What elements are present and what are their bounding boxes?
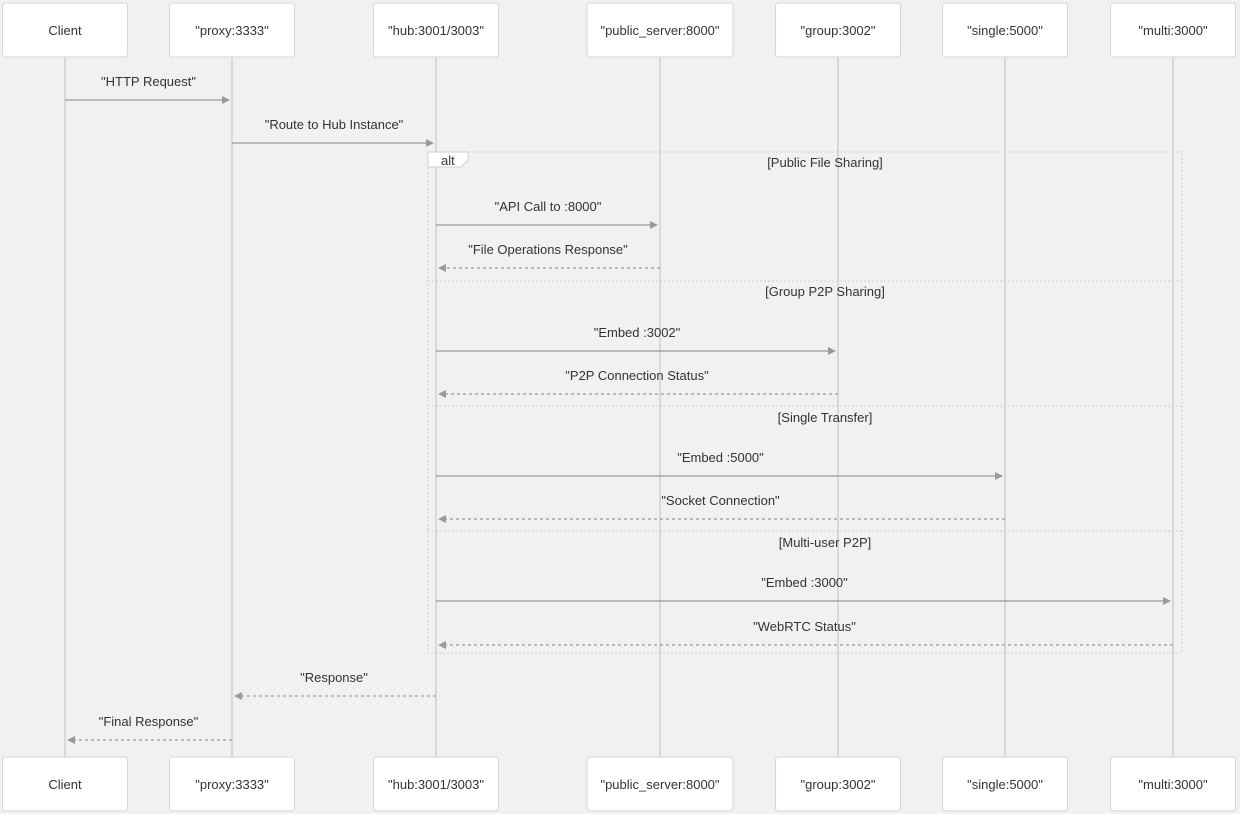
arrowhead bbox=[438, 390, 446, 398]
arrowhead bbox=[438, 515, 446, 523]
alt-frame: alt [Public File Sharing] [Group P2P Shari… bbox=[427, 151, 1183, 654]
actor-label: "hub:3001/3003" bbox=[388, 23, 484, 38]
alt-frame-border bbox=[427, 151, 1183, 654]
actor-box bbox=[1110, 2, 1236, 58]
messages: "HTTP Request" "Route to Hub Instance" "AP… bbox=[65, 74, 1173, 744]
message-label: "WebRTC Status" bbox=[753, 619, 856, 634]
message-proxy-to-client: "Final Response" bbox=[67, 714, 232, 744]
actor-label: Client bbox=[48, 777, 82, 792]
arrowhead bbox=[438, 264, 446, 272]
message-label: "HTTP Request" bbox=[101, 74, 196, 89]
actor-label: "single:5000" bbox=[967, 23, 1043, 38]
lifelines bbox=[64, 57, 1174, 757]
actor-box bbox=[2, 756, 128, 812]
actor-public_server-top: "public_server:8000" bbox=[586, 2, 734, 58]
actor-proxy-top: "proxy:3333" bbox=[169, 2, 295, 58]
actor-box bbox=[373, 756, 499, 812]
actor-single-bottom: "single:5000" bbox=[942, 756, 1068, 812]
actor-group-top: "group:3002" bbox=[775, 2, 901, 58]
actor-hub-top: "hub:3001/3003" bbox=[373, 2, 499, 58]
actor-label: "hub:3001/3003" bbox=[388, 777, 484, 792]
actor-label: "multi:3000" bbox=[1138, 23, 1208, 38]
actor-box bbox=[169, 756, 295, 812]
actor-label: "multi:3000" bbox=[1138, 777, 1208, 792]
actor-label: "public_server:8000" bbox=[600, 777, 719, 792]
message-label: "Embed :3000" bbox=[761, 575, 848, 590]
arrowhead bbox=[650, 221, 658, 229]
actor-box bbox=[775, 756, 901, 812]
actor-label: "group:3002" bbox=[800, 777, 875, 792]
actor-client-bottom: Client bbox=[2, 756, 128, 812]
actor-box bbox=[2, 2, 128, 58]
message-group-to-hub: "P2P Connection Status" bbox=[438, 368, 838, 398]
arrowhead bbox=[426, 139, 434, 147]
actor-proxy-bottom: "proxy:3333" bbox=[169, 756, 295, 812]
alt-section-label: [Multi-user P2P] bbox=[779, 535, 871, 550]
actor-box bbox=[169, 2, 295, 58]
actor-label: "single:5000" bbox=[967, 777, 1043, 792]
message-label: "Final Response" bbox=[99, 714, 199, 729]
alt-label: alt bbox=[441, 153, 455, 168]
actor-client-top: Client bbox=[2, 2, 128, 58]
arrowhead bbox=[995, 472, 1003, 480]
message-multi-to-hub: "WebRTC Status" bbox=[438, 619, 1173, 649]
message-hub-to-single: "Embed :5000" bbox=[436, 450, 1003, 480]
message-hub-to-group: "Embed :3002" bbox=[436, 325, 836, 355]
actor-box bbox=[775, 2, 901, 58]
actor-box bbox=[942, 756, 1068, 812]
actor-public_server-bottom: "public_server:8000" bbox=[586, 756, 734, 812]
actor-group-bottom: "group:3002" bbox=[775, 756, 901, 812]
message-hub-to-public_server: "API Call to :8000" bbox=[436, 199, 658, 229]
arrowhead bbox=[234, 692, 242, 700]
message-proxy-to-hub: "Route to Hub Instance" bbox=[232, 117, 434, 147]
alt-section-label: [Single Transfer] bbox=[778, 410, 873, 425]
actor-label: "group:3002" bbox=[800, 23, 875, 38]
actor-box bbox=[942, 2, 1068, 58]
alt-section-label: [Public File Sharing] bbox=[767, 155, 883, 170]
message-label: "API Call to :8000" bbox=[495, 199, 602, 214]
actor-label: Client bbox=[48, 23, 82, 38]
actor-box bbox=[373, 2, 499, 58]
message-label: "Embed :3002" bbox=[594, 325, 681, 340]
arrowhead bbox=[67, 736, 75, 744]
actor-multi-bottom: "multi:3000" bbox=[1110, 756, 1236, 812]
message-label: "Socket Connection" bbox=[661, 493, 780, 508]
actor-label: "proxy:3333" bbox=[195, 777, 269, 792]
actor-single-top: "single:5000" bbox=[942, 2, 1068, 58]
actor-box bbox=[586, 756, 734, 812]
message-client-to-proxy: "HTTP Request" bbox=[65, 74, 230, 104]
alt-tab bbox=[427, 151, 469, 168]
message-label: "File Operations Response" bbox=[468, 242, 628, 257]
message-hub-to-proxy: "Response" bbox=[234, 670, 436, 700]
alt-section-label: [Group P2P Sharing] bbox=[765, 284, 885, 299]
actors-top: Client "proxy:3333" "hub:3001/3003" "public… bbox=[2, 2, 1236, 58]
actors-bottom: Client "proxy:3333" "hub:3001/3003" "public… bbox=[2, 756, 1236, 812]
arrowhead bbox=[222, 96, 230, 104]
message-label: "Route to Hub Instance" bbox=[265, 117, 404, 132]
actor-multi-top: "multi:3000" bbox=[1110, 2, 1236, 58]
actor-hub-bottom: "hub:3001/3003" bbox=[373, 756, 499, 812]
message-label: "Embed :5000" bbox=[677, 450, 764, 465]
message-public_server-to-hub: "File Operations Response" bbox=[438, 242, 660, 272]
actor-label: "public_server:8000" bbox=[600, 23, 719, 38]
message-label: "Response" bbox=[300, 670, 368, 685]
arrowhead bbox=[438, 641, 446, 649]
message-single-to-hub: "Socket Connection" bbox=[438, 493, 1005, 523]
actor-box bbox=[586, 2, 734, 58]
message-label: "P2P Connection Status" bbox=[565, 368, 709, 383]
arrowhead bbox=[1163, 597, 1171, 605]
arrowhead bbox=[828, 347, 836, 355]
message-hub-to-multi: "Embed :3000" bbox=[436, 575, 1171, 605]
actor-label: "proxy:3333" bbox=[195, 23, 269, 38]
actor-box bbox=[1110, 756, 1236, 812]
